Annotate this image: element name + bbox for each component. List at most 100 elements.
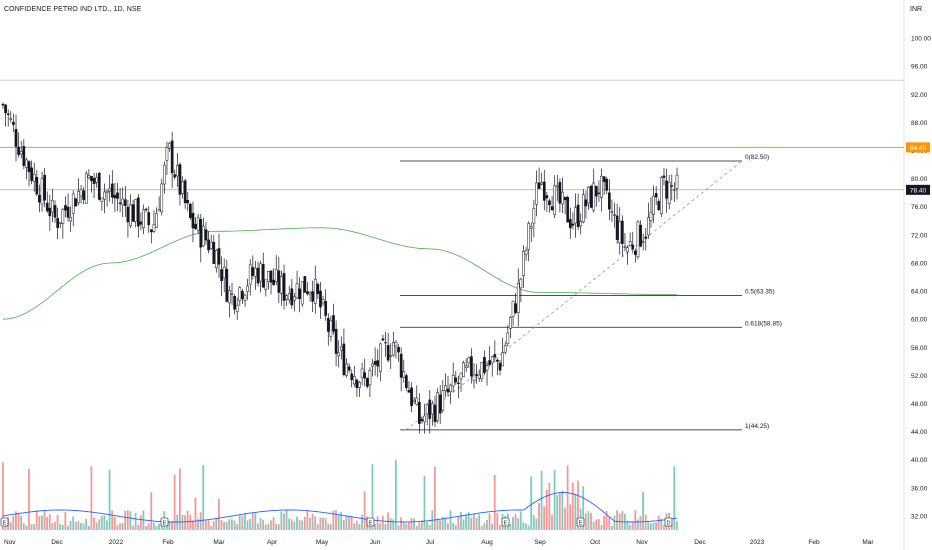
candle-body <box>555 185 559 188</box>
volume-bar <box>277 524 280 530</box>
candle-body <box>519 278 523 289</box>
volume-bar <box>228 519 231 530</box>
candle-body <box>373 361 377 365</box>
candle-body <box>290 288 294 306</box>
candle-body <box>186 200 190 204</box>
volume-bar <box>478 514 481 530</box>
candle-body <box>152 224 156 232</box>
y-tick-label: 56.00 <box>911 345 928 352</box>
volume-bar <box>241 516 244 530</box>
candle-body <box>665 180 668 199</box>
volume-bar <box>85 519 88 530</box>
volume-bar <box>254 513 257 530</box>
candle-body <box>77 190 80 203</box>
volume-bar <box>113 516 116 530</box>
x-tick-label: Jun <box>370 539 381 546</box>
volume-bar <box>77 520 80 530</box>
candle-body <box>550 206 554 211</box>
candle-body <box>136 197 140 227</box>
y-tick-label: 64.00 <box>911 289 928 296</box>
candle-body <box>196 217 200 231</box>
candle-body <box>324 301 328 316</box>
volume-bar <box>405 523 408 530</box>
volume-bar <box>147 523 150 530</box>
x-tick-label: Nov <box>636 539 648 546</box>
volume-bar <box>212 521 215 530</box>
volume-bar <box>348 517 350 530</box>
candle-body <box>511 300 515 317</box>
volume-bar <box>410 517 413 530</box>
candle-body <box>376 360 380 367</box>
volume-bar <box>644 514 647 530</box>
y-tick-label: 80.00 <box>911 176 928 183</box>
volume-bar <box>350 515 353 530</box>
candle-body <box>183 180 187 204</box>
volume-bar <box>584 513 587 530</box>
candle-body <box>121 198 125 206</box>
volume-bar <box>587 511 590 530</box>
volume-bar <box>400 517 402 530</box>
candle-body <box>212 242 216 264</box>
candle-body <box>641 241 645 243</box>
volume-bar <box>28 468 30 530</box>
volume-bar <box>558 492 561 530</box>
candle-body <box>587 186 590 204</box>
candle-body <box>261 264 265 288</box>
candle-body <box>386 345 390 361</box>
volume-bar <box>288 518 291 530</box>
candle-body <box>108 188 112 192</box>
volume-bar <box>639 516 642 530</box>
volume-bar <box>436 518 439 530</box>
volume-bar <box>199 512 202 530</box>
event-marker <box>576 517 585 527</box>
candle-body <box>329 320 333 337</box>
candle-body <box>238 287 242 301</box>
volume-bar <box>423 475 426 530</box>
volume-bar <box>132 525 134 530</box>
volume-bar <box>197 519 199 530</box>
volume-bar <box>655 522 657 530</box>
volume-bar <box>548 482 551 530</box>
volume-bar <box>69 521 72 530</box>
candle-body <box>584 199 588 207</box>
volume-bar <box>420 520 423 530</box>
volume-bar <box>545 489 548 530</box>
volume-bar <box>355 520 358 530</box>
candle-body <box>319 290 322 308</box>
candle-body <box>636 221 640 258</box>
volume-bar <box>571 482 574 530</box>
volume-bar <box>158 523 160 530</box>
volume-bar <box>124 511 127 530</box>
volume-bar <box>64 512 67 530</box>
volume-bar <box>556 495 559 530</box>
candle-body <box>118 202 122 204</box>
candle-body <box>415 397 419 405</box>
x-tick-label: Mar <box>862 539 874 546</box>
candle-body <box>389 355 393 357</box>
volume-bar <box>629 525 631 530</box>
volume-bar <box>194 497 197 530</box>
y-tick-label: 40.00 <box>911 457 928 464</box>
volume-bar <box>564 507 566 530</box>
volume-bar <box>551 514 553 530</box>
candle-body <box>6 113 10 115</box>
candle-body <box>155 213 158 228</box>
candle-body <box>394 341 398 347</box>
candle-body <box>402 371 406 378</box>
candle-body <box>149 229 153 233</box>
volume-bar <box>59 524 62 530</box>
candle-body <box>355 379 359 388</box>
candle-body <box>405 375 408 389</box>
candle-body <box>25 159 28 168</box>
volume-bar <box>519 511 522 530</box>
moving-average-line <box>2 227 677 320</box>
candle-body <box>594 185 598 197</box>
volume-bar <box>202 465 205 530</box>
candle-body <box>82 190 86 200</box>
candle-body <box>287 293 291 301</box>
candle-body <box>571 223 575 226</box>
candle-body <box>12 122 15 125</box>
volume-bar <box>499 525 501 530</box>
volume-bar <box>433 466 436 530</box>
